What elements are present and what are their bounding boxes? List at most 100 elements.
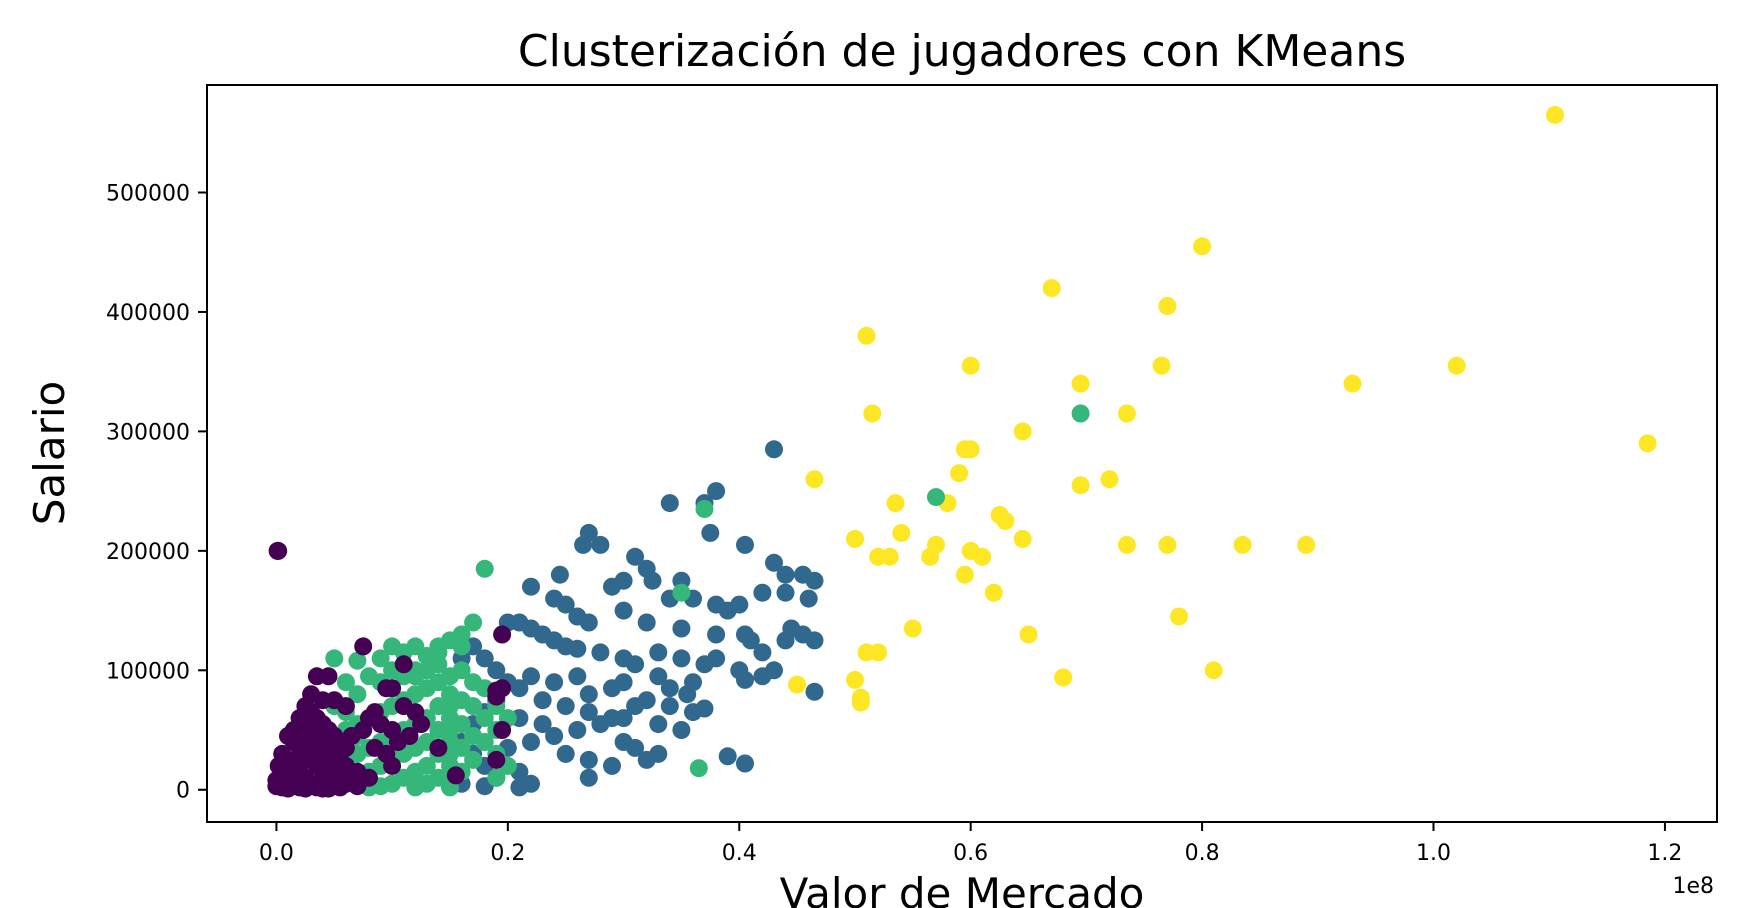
data-point-cluster-0-1: [1193, 237, 1212, 256]
data-point-cluster-1-1: [707, 482, 726, 501]
data-point-cluster-1-32: [579, 613, 598, 632]
data-point-cluster-0-2: [1042, 279, 1061, 298]
data-point-cluster-2-80: [464, 750, 483, 769]
data-point-cluster-1-86: [591, 715, 610, 734]
data-point-cluster-2-106: [429, 643, 448, 662]
x-tick-label: 0.6: [953, 841, 988, 866]
data-point-cluster-3-73: [319, 779, 338, 798]
plot-frame: [206, 84, 1718, 823]
data-point-cluster-1-92: [533, 715, 552, 734]
data-point-cluster-1-87: [568, 721, 587, 739]
data-point-cluster-1-99: [614, 733, 633, 751]
data-point-cluster-0-6: [1152, 356, 1171, 375]
y-axis-ticks: 0 100000 200000 300000 400000 500000: [106, 182, 207, 804]
data-point-cluster-2-78: [464, 697, 483, 716]
data-point-cluster-1-51: [591, 643, 610, 662]
data-point-cluster-0-36: [973, 547, 992, 566]
data-points: [267, 105, 1657, 798]
data-point-cluster-0-10: [863, 404, 882, 423]
data-point-cluster-1-34: [637, 613, 656, 632]
data-point-cluster-2-16: [371, 649, 390, 668]
data-point-cluster-1-101: [736, 754, 754, 773]
y-axis-label: Salario: [25, 381, 74, 525]
data-point-cluster-3-92: [365, 703, 384, 722]
data-point-cluster-2-87: [487, 768, 506, 787]
data-point-cluster-0-13: [1638, 434, 1657, 453]
data-point-cluster-1-54: [649, 643, 668, 662]
data-point-cluster-1-27: [776, 583, 795, 602]
y-tick-label: 400000: [106, 301, 190, 326]
data-point-cluster-1-38: [741, 631, 760, 650]
data-point-cluster-0-26: [1013, 529, 1032, 548]
data-point-cluster-3-89: [360, 768, 378, 787]
data-point-cluster-2-40: [429, 721, 448, 739]
data-point-cluster-1-67: [603, 679, 621, 698]
data-point-cluster-3-2: [493, 625, 512, 644]
data-point-cluster-3-1: [269, 541, 288, 560]
data-point-cluster-0-49: [851, 693, 870, 712]
x-tick-label: 0.0: [259, 841, 294, 866]
data-point-cluster-0-33: [880, 547, 899, 566]
data-point-cluster-1-89: [522, 733, 540, 751]
data-point-cluster-3-94: [290, 750, 309, 769]
data-point-cluster-3-6: [307, 667, 326, 686]
data-point-cluster-0-20: [886, 494, 905, 513]
chart-title: Clusterización de jugadores con KMeans: [518, 26, 1406, 77]
data-point-cluster-1-75: [556, 697, 575, 716]
data-point-cluster-1-53: [626, 655, 645, 674]
x-tick-label: 0.2: [490, 841, 525, 866]
data-point-cluster-1-100: [718, 747, 737, 766]
data-point-cluster-1-9: [626, 547, 645, 566]
data-point-cluster-3-71: [296, 779, 315, 798]
data-point-cluster-0-15: [961, 440, 980, 459]
y-tick-label: 300000: [106, 420, 190, 445]
data-point-cluster-1-65: [649, 667, 668, 686]
data-point-cluster-0-43: [869, 643, 888, 662]
data-point-cluster-1-8: [736, 535, 754, 554]
data-point-cluster-1-79: [649, 715, 668, 734]
data-point-cluster-0-28: [1117, 535, 1136, 554]
data-point-cluster-1-69: [568, 667, 587, 686]
data-point-cluster-0-8: [1071, 374, 1090, 393]
data-point-cluster-1-68: [579, 685, 598, 704]
data-point-cluster-1-57: [707, 649, 726, 668]
y-tick-label: 200000: [106, 540, 190, 565]
data-point-cluster-1-93: [556, 744, 575, 763]
data-point-cluster-3-91: [354, 721, 373, 739]
data-point-cluster-3-85: [487, 750, 506, 769]
data-point-cluster-2-1: [927, 488, 945, 507]
data-point-cluster-1-19: [522, 577, 540, 596]
data-point-cluster-2-6: [464, 613, 483, 632]
data-point-cluster-2-90: [336, 673, 355, 692]
data-point-cluster-0-40: [903, 619, 922, 638]
data-point-cluster-1-70: [545, 673, 564, 692]
data-point-cluster-3-70: [279, 779, 297, 798]
data-point-cluster-1-74: [533, 691, 552, 710]
data-point-cluster-3-86: [493, 679, 512, 698]
data-point-cluster-0-3: [1158, 297, 1177, 315]
data-point-cluster-0-31: [1297, 535, 1316, 554]
data-point-cluster-1-61: [736, 670, 754, 689]
data-point-cluster-2-105: [406, 667, 425, 686]
data-point-cluster-0-29: [1158, 535, 1177, 554]
data-point-cluster-2-5: [689, 759, 708, 778]
data-point-cluster-1-83: [678, 685, 697, 704]
data-point-cluster-1-36: [707, 625, 726, 644]
data-point-cluster-3-84: [446, 766, 465, 785]
data-point-cluster-2-2: [695, 500, 714, 518]
data-point-cluster-0-11: [1117, 404, 1136, 423]
x-tick-label: 1.2: [1647, 841, 1682, 866]
data-point-cluster-1-64: [660, 679, 679, 698]
data-point-cluster-3-83: [429, 738, 448, 757]
data-point-cluster-0-0: [1546, 105, 1564, 124]
data-point-cluster-0-17: [805, 470, 824, 489]
data-point-cluster-2-14: [325, 649, 344, 668]
data-point-cluster-1-33: [614, 601, 633, 620]
data-point-cluster-0-34: [921, 547, 940, 566]
data-point-cluster-2-93: [348, 685, 367, 704]
data-point-cluster-1-118: [510, 778, 529, 797]
data-point-cluster-0-23: [996, 512, 1015, 530]
data-point-cluster-0-24: [892, 523, 911, 542]
